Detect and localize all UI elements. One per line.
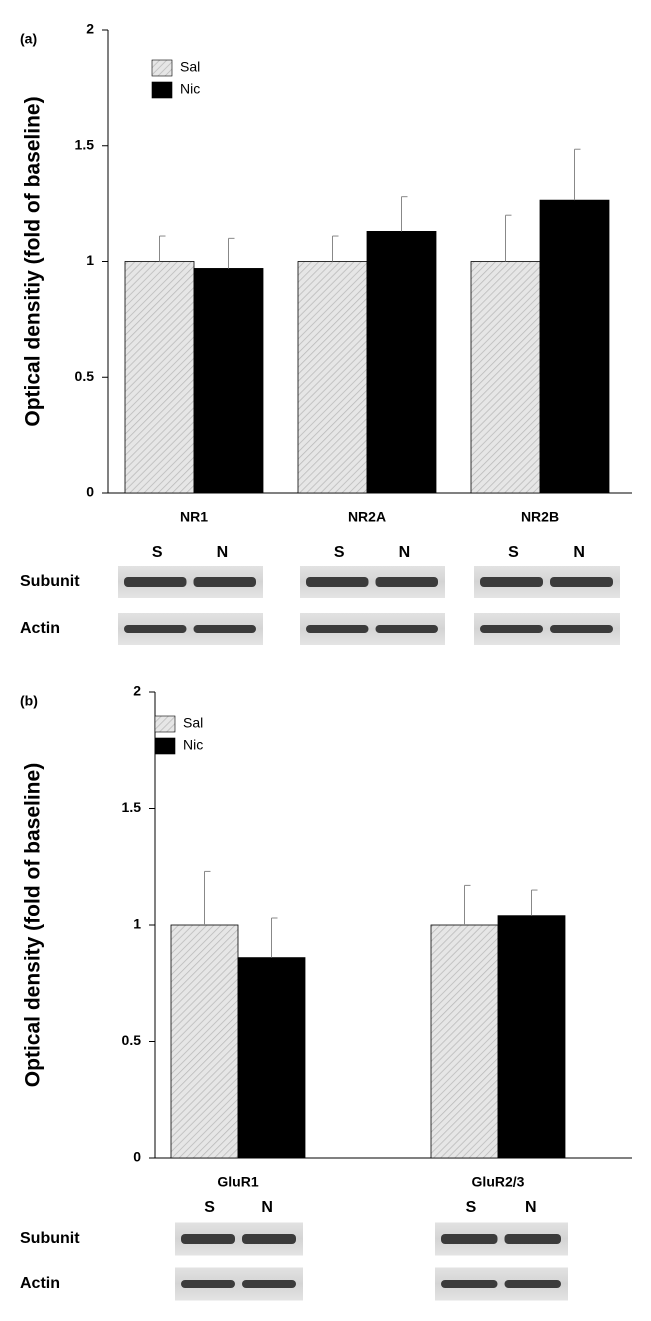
bar xyxy=(366,231,437,494)
blot-band xyxy=(242,1234,296,1244)
y-tick-label: 0.5 xyxy=(75,368,95,384)
legend-swatch xyxy=(154,737,176,755)
y-tick-label: 1.5 xyxy=(122,799,142,815)
blot-band xyxy=(306,577,369,587)
blot-band xyxy=(181,1234,235,1244)
legend-label: Nic xyxy=(180,81,200,97)
bar xyxy=(170,924,239,1159)
y-tick-label: 1 xyxy=(86,252,94,268)
legend-label: Nic xyxy=(183,737,203,753)
bar xyxy=(297,261,368,494)
panel-label: (a) xyxy=(20,31,37,47)
lane-label: N xyxy=(399,544,411,561)
bar xyxy=(430,924,499,1159)
blot-band xyxy=(504,1280,561,1288)
legend-label: Sal xyxy=(180,59,200,75)
blot-band xyxy=(242,1280,296,1288)
lane-label: S xyxy=(204,1199,215,1216)
blot-band xyxy=(193,577,256,587)
blot-band xyxy=(181,1280,235,1288)
blot-row-label: Subunit xyxy=(20,1230,80,1247)
y-tick-label: 0 xyxy=(86,484,94,500)
bar xyxy=(539,199,610,494)
y-tick-label: 0 xyxy=(133,1149,141,1165)
panel-label: (b) xyxy=(20,693,38,709)
lane-label: N xyxy=(261,1199,273,1216)
x-tick-label: NR1 xyxy=(180,509,208,525)
y-tick-label: 1.5 xyxy=(75,136,95,152)
legend-swatch xyxy=(151,81,173,99)
y-tick-label: 1 xyxy=(133,916,141,932)
blot-band xyxy=(441,1280,498,1288)
blot-band xyxy=(306,625,369,633)
blot-band xyxy=(124,577,187,587)
blot-row-label: Actin xyxy=(20,1275,60,1292)
bar xyxy=(193,268,264,494)
y-tick-label: 2 xyxy=(86,21,94,37)
legend-swatch xyxy=(151,59,173,77)
blot-band xyxy=(550,625,613,633)
blot-band xyxy=(375,625,438,633)
blot-row-label: Actin xyxy=(20,620,60,637)
blot-row-label: Subunit xyxy=(20,573,80,590)
lane-label: N xyxy=(525,1199,537,1216)
bar xyxy=(124,261,195,494)
lane-label: S xyxy=(508,544,519,561)
legend-label: Sal xyxy=(183,715,203,731)
lane-label: N xyxy=(573,544,585,561)
bar xyxy=(470,261,541,494)
x-tick-label: GluR1 xyxy=(217,1174,258,1190)
lane-label: S xyxy=(466,1199,477,1216)
x-tick-label: NR2B xyxy=(521,509,559,525)
x-tick-label: NR2A xyxy=(348,509,386,525)
lane-label: S xyxy=(152,544,163,561)
y-tick-label: 2 xyxy=(133,683,141,699)
blot-band xyxy=(441,1234,498,1244)
y-axis-label: Optical density (fold of baseline) xyxy=(22,763,45,1087)
lane-label: N xyxy=(217,544,229,561)
blot-band xyxy=(124,625,187,633)
legend-swatch xyxy=(154,715,176,733)
blot-band xyxy=(480,625,543,633)
bar xyxy=(497,915,566,1159)
lane-label: S xyxy=(334,544,345,561)
blot-band xyxy=(375,577,438,587)
x-tick-label: GluR2/3 xyxy=(472,1174,525,1190)
blot-band xyxy=(193,625,256,633)
y-tick-label: 0.5 xyxy=(122,1032,142,1048)
bar xyxy=(237,957,306,1159)
y-axis-label: Optical densitiy (fold of baseline) xyxy=(22,96,45,426)
blot-band xyxy=(550,577,613,587)
blot-band xyxy=(504,1234,561,1244)
blot-band xyxy=(480,577,543,587)
